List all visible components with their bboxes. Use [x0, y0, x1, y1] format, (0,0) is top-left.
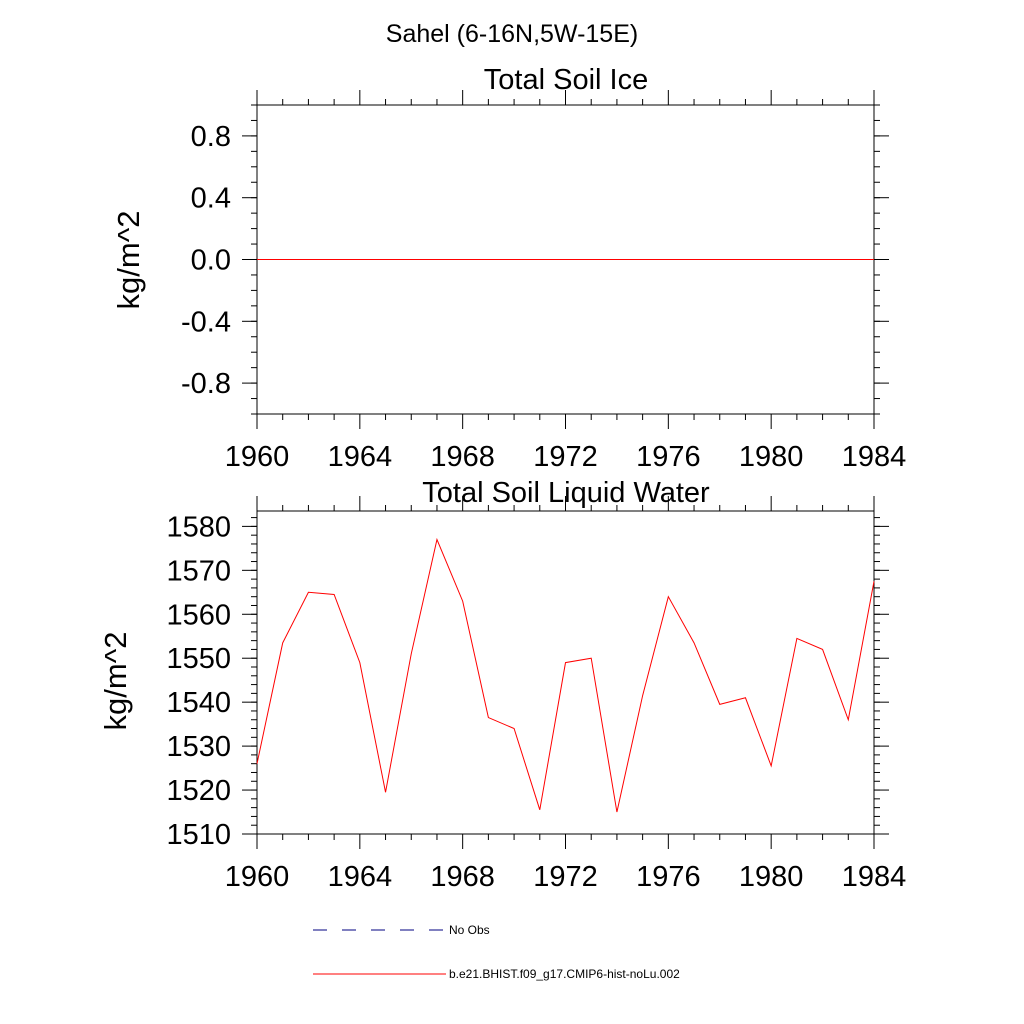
- soil-ice-x-tick-label: 1960: [225, 441, 290, 473]
- soil-liquid-water-title: Total Soil Liquid Water: [422, 477, 710, 509]
- legend-model-run-label: b.e21.BHIST.f09_g17.CMIP6-hist-noLu.002: [449, 967, 680, 981]
- legend: No Obs b.e21.BHIST.f09_g17.CMIP6-hist-no…: [313, 923, 680, 981]
- soil-ice-y-tick-label: 0.8: [191, 121, 231, 153]
- soil-ice-y-tick-label: -0.8: [181, 368, 231, 400]
- soil-liquid-water-y-tick-label: 1540: [166, 687, 231, 719]
- soil-liquid-water-y-axis-label: kg/m^2: [98, 632, 133, 731]
- soil-liquid-water-y-tick-label: 1510: [166, 819, 231, 851]
- soil-ice-x-tick-label: 1984: [842, 441, 907, 473]
- soil-ice-x-tick-label: 1980: [739, 441, 804, 473]
- soil-liquid-water-x-tick-label: 1980: [739, 861, 804, 893]
- soil-liquid-water-y-tick-label: 1520: [166, 775, 231, 807]
- soil-liquid-water-y-tick-label: 1560: [166, 599, 231, 631]
- soil-liquid-water-series-line-0: [256, 537, 875, 813]
- soil-ice-x-tick-label: 1964: [328, 441, 393, 473]
- soil-liquid-water-x-tick-label: 1972: [533, 861, 598, 893]
- figure-suptitle: Sahel (6-16N,5W-15E): [386, 20, 638, 48]
- soil-liquid-water-y-tick-label: 1580: [166, 511, 231, 543]
- soil-ice-y-tick-label: 0.0: [191, 245, 231, 277]
- soil-liquid-water-x-tick-label: 1968: [430, 861, 495, 893]
- soil-ice-y-axis-label: kg/m^2: [111, 211, 146, 310]
- soil-ice-x-tick-label: 1972: [533, 441, 598, 473]
- soil-ice-y-tick-label: -0.4: [181, 306, 231, 338]
- soil-liquid-water-x-tick-label: 1984: [842, 861, 907, 893]
- soil-liquid-water-panel: Total Soil Liquid Water kg/m^2 1960 1964 1…: [98, 477, 906, 893]
- soil-ice-y-tick-label: 0.4: [191, 183, 231, 215]
- legend-no-obs-label: No Obs: [449, 923, 490, 937]
- soil-ice-panel: Total Soil Ice kg/m^2 1960 1964 1968 1972 19…: [111, 64, 906, 473]
- soil-liquid-water-x-tick-label: 1976: [636, 861, 701, 893]
- soil-liquid-water-x-tick-label: 1960: [225, 861, 290, 893]
- soil-liquid-water-x-tick-label: 1964: [328, 861, 393, 893]
- soil-liquid-water-y-tick-label: 1530: [166, 731, 231, 763]
- soil-ice-x-tick-label: 1968: [430, 441, 495, 473]
- soil-liquid-water-plot-frame: [256, 510, 875, 835]
- soil-ice-x-tick-label: 1976: [636, 441, 701, 473]
- soil-liquid-water-y-tick-label: 1570: [166, 555, 231, 587]
- soil-liquid-water-y-tick-label: 1550: [166, 643, 231, 675]
